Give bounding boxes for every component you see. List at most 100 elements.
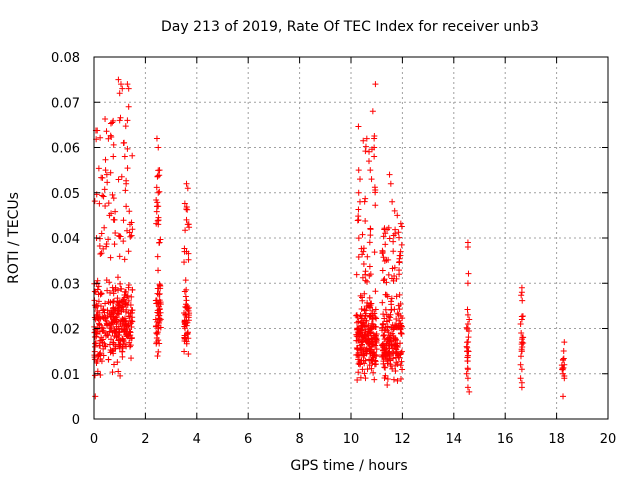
x-tick-label: 12 xyxy=(394,432,411,447)
data-point xyxy=(354,376,361,383)
data-point xyxy=(390,248,397,255)
data-point xyxy=(372,81,379,88)
data-point xyxy=(155,348,162,355)
data-point xyxy=(110,290,117,297)
data-point xyxy=(119,335,126,342)
data-point xyxy=(107,254,114,261)
data-point xyxy=(385,224,392,231)
data-point xyxy=(390,355,397,362)
data-point xyxy=(99,327,106,334)
data-point xyxy=(398,348,405,355)
data-point xyxy=(109,284,116,291)
data-point xyxy=(154,352,161,359)
y-axis-title: ROTI / TECUs xyxy=(6,192,22,284)
data-point xyxy=(107,299,114,306)
data-point xyxy=(384,323,391,330)
data-point xyxy=(119,326,126,333)
data-point xyxy=(362,195,369,202)
data-point xyxy=(115,76,122,83)
data-point xyxy=(367,167,374,174)
data-point xyxy=(397,300,404,307)
data-point xyxy=(97,372,104,379)
data-point xyxy=(108,313,115,320)
data-point xyxy=(185,256,192,263)
data-point xyxy=(119,353,126,360)
data-point xyxy=(386,235,393,242)
data-point xyxy=(106,212,113,219)
data-point xyxy=(387,311,394,318)
data-point xyxy=(101,186,108,193)
data-point xyxy=(353,271,360,278)
data-point xyxy=(119,304,126,311)
data-point xyxy=(127,343,134,350)
data-point xyxy=(518,330,525,337)
data-point xyxy=(110,339,117,346)
data-point xyxy=(97,250,104,257)
data-point xyxy=(94,307,101,314)
data-point xyxy=(122,123,129,130)
data-point xyxy=(102,115,109,122)
data-point xyxy=(464,384,471,391)
data-point xyxy=(92,393,99,400)
data-point xyxy=(183,180,190,187)
data-point xyxy=(111,216,118,223)
data-point xyxy=(116,90,123,97)
data-point xyxy=(388,306,395,313)
data-point xyxy=(125,313,132,320)
data-point xyxy=(95,298,102,305)
data-point xyxy=(117,81,124,88)
data-point xyxy=(105,135,112,142)
data-point xyxy=(124,292,131,299)
data-point xyxy=(155,189,162,196)
data-point xyxy=(110,350,117,357)
data-point xyxy=(181,335,188,342)
data-point xyxy=(464,348,471,355)
data-point xyxy=(98,174,105,181)
data-point xyxy=(126,208,133,215)
data-point xyxy=(368,325,375,332)
x-tick-label: 14 xyxy=(446,432,463,447)
data-point xyxy=(355,206,362,213)
data-point xyxy=(362,317,369,324)
data-point xyxy=(125,85,132,92)
data-point xyxy=(518,348,525,355)
data-point xyxy=(116,117,123,124)
data-point xyxy=(380,332,387,339)
axes: 0 2 4 6 8 10 12 14 16 18 20 0 0.01 0.02 0.03 0.04 0.05 0.… xyxy=(51,51,616,447)
data-point xyxy=(123,203,130,210)
data-point xyxy=(120,139,127,146)
data-point xyxy=(125,248,132,255)
data-point xyxy=(384,375,391,382)
data-point xyxy=(370,341,377,348)
data-point xyxy=(367,232,374,239)
data-point xyxy=(115,368,122,375)
y-tick-label: 0.02 xyxy=(51,323,80,338)
data-point xyxy=(355,253,362,260)
data-point xyxy=(366,294,373,301)
data-point xyxy=(105,236,112,243)
data-point xyxy=(371,310,378,317)
data-point xyxy=(363,135,370,142)
data-point xyxy=(122,187,129,194)
data-point xyxy=(115,176,122,183)
data-point xyxy=(110,117,117,124)
data-point xyxy=(392,343,399,350)
data-point xyxy=(560,357,567,364)
data-point xyxy=(123,331,130,338)
data-point xyxy=(397,248,404,255)
data-point xyxy=(358,245,365,252)
data-point xyxy=(356,176,363,183)
y-tick-label: 0.01 xyxy=(51,368,80,383)
data-point xyxy=(123,301,130,308)
data-point xyxy=(115,332,122,339)
data-point xyxy=(122,315,129,322)
data-point xyxy=(372,202,379,209)
data-point xyxy=(184,221,191,228)
data-point xyxy=(155,221,162,228)
data-point xyxy=(371,135,378,142)
data-point xyxy=(379,247,386,254)
data-point xyxy=(379,299,386,306)
data-point xyxy=(380,358,387,365)
data-point xyxy=(392,368,399,375)
